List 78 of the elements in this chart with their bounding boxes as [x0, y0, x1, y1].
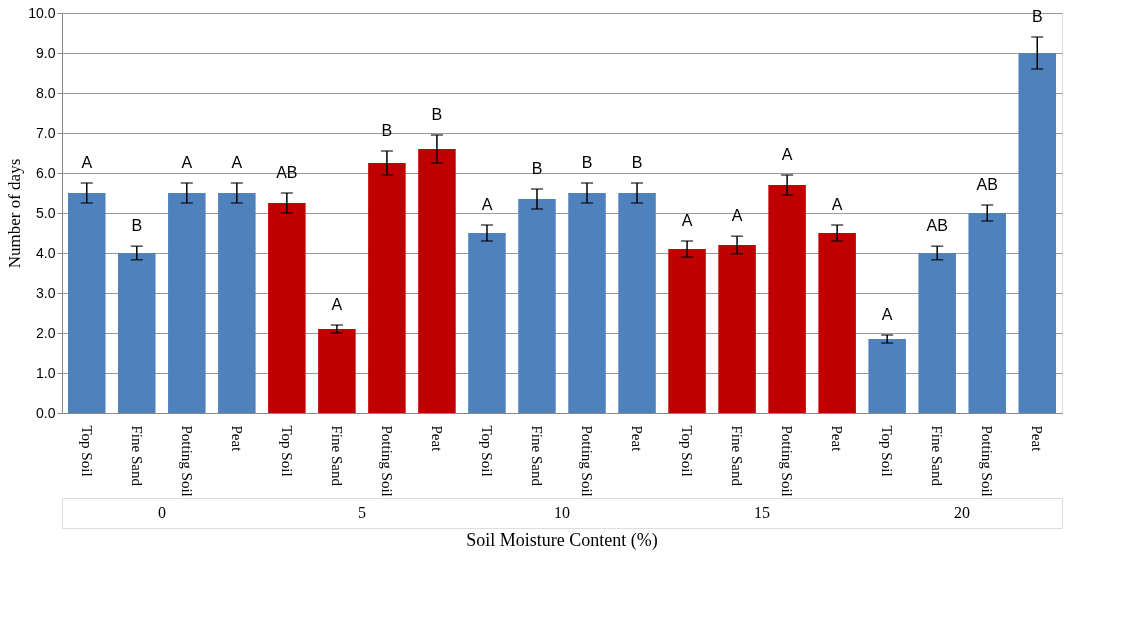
data-label: B	[1031, 8, 1043, 25]
x-tick-label: Potting Soil	[579, 425, 596, 497]
y-tick-label: 5.0	[36, 204, 56, 221]
x-axis-title: Soil Moisture Content (%)	[466, 530, 658, 551]
data-label: A	[231, 154, 243, 171]
bar	[418, 149, 456, 413]
data-label: A	[331, 296, 343, 313]
text: 20	[954, 504, 970, 521]
bar	[168, 193, 206, 413]
data-label: AB	[926, 217, 948, 235]
bar	[318, 329, 356, 413]
bar	[368, 163, 406, 413]
x-tick-label: Peat	[629, 425, 646, 453]
x-tick-label: Top Soil	[879, 425, 896, 477]
data-label: A	[781, 146, 793, 163]
bar	[768, 185, 806, 413]
x-tick-label: Potting Soil	[378, 425, 395, 497]
bar	[118, 253, 156, 413]
y-tick-label: 9.0	[36, 44, 56, 61]
data-label: A	[681, 212, 693, 229]
bar	[718, 245, 756, 413]
y-tick-label: 0.0	[36, 404, 56, 421]
bar	[818, 233, 856, 413]
bar	[218, 193, 256, 413]
data-label: A	[731, 207, 743, 225]
bar	[268, 203, 306, 413]
x-tick-label: Fine Sand	[328, 425, 345, 487]
y-tick-label: 2.0	[36, 324, 56, 341]
x-tick-label: Top Soil	[278, 425, 295, 477]
bar	[468, 233, 506, 413]
y-tick-label: 8.0	[36, 84, 56, 101]
x-tick-label: Potting Soil	[779, 425, 796, 497]
data-label: B	[581, 154, 593, 171]
bar	[1018, 53, 1056, 413]
data-label: B	[631, 154, 643, 171]
text: 5	[358, 504, 366, 521]
bar	[518, 199, 556, 413]
x-tick-label: Fine Sand	[729, 425, 746, 487]
data-label: A	[831, 196, 843, 213]
x-tick-label: Peat	[428, 425, 445, 453]
data-label: AB	[976, 176, 998, 193]
x-tick-label: Fine Sand	[929, 425, 946, 487]
bar	[968, 213, 1006, 413]
x-tick-label: Peat	[1029, 425, 1046, 453]
data-label: A	[181, 154, 193, 171]
data-label: A	[81, 154, 93, 171]
bar	[868, 339, 906, 413]
data-label: AB	[276, 164, 298, 181]
y-tick-label: 10.0	[28, 4, 56, 21]
data-label: B	[531, 160, 543, 177]
y-tick-label: 3.0	[36, 284, 56, 301]
y-tick-label: 1.0	[36, 364, 56, 381]
bar	[918, 253, 956, 413]
y-tick-label: 4.0	[36, 244, 56, 261]
text: 0	[158, 504, 166, 521]
data-label: A	[881, 306, 893, 323]
x-tick-label: Top Soil	[478, 425, 495, 477]
text: 15	[754, 504, 770, 521]
bar	[618, 193, 656, 413]
x-tick-label: Fine Sand	[128, 425, 145, 487]
data-label: B	[381, 122, 393, 139]
y-axis-title: Number of days	[5, 158, 25, 269]
bar	[568, 193, 606, 413]
bar	[668, 249, 706, 413]
text: 10	[554, 504, 570, 521]
data-label: B	[131, 217, 143, 235]
x-tick-label: Peat	[829, 425, 846, 453]
y-tick-label: 7.0	[36, 124, 56, 141]
x-tick-label: Top Soil	[78, 425, 95, 477]
x-tick-label: Potting Soil	[178, 425, 195, 497]
y-tick-label: 6.0	[36, 164, 56, 181]
data-label: B	[431, 106, 443, 123]
x-tick-label: Top Soil	[679, 425, 696, 477]
data-label: A	[481, 196, 493, 213]
x-tick-label: Fine Sand	[528, 425, 545, 487]
x-tick-label: Peat	[228, 425, 245, 453]
bar	[68, 193, 106, 413]
x-tick-label: Potting Soil	[979, 425, 996, 497]
